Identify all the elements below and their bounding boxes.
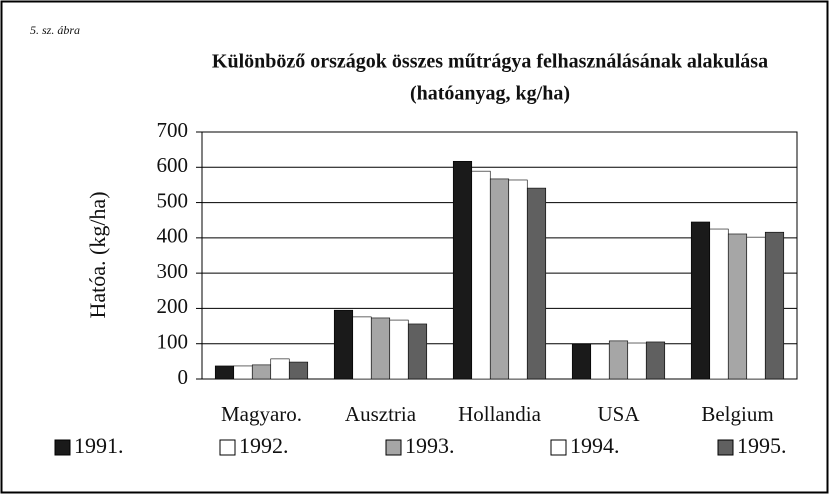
bar	[452, 160, 473, 380]
legend-swatch	[54, 439, 71, 456]
y-tick-label: 700	[157, 118, 189, 142]
legend-swatch	[219, 439, 236, 456]
bar	[352, 316, 372, 380]
y-tick-label: 500	[157, 188, 189, 212]
y-axis-label: Hatóa. (kg/ha)	[85, 191, 110, 318]
legend-label: 1993.	[405, 433, 455, 458]
x-tick-label: Belgium	[701, 402, 773, 426]
y-tick-label: 600	[157, 153, 189, 177]
bar	[571, 343, 592, 380]
x-tick-label: Magyaro.	[221, 402, 302, 426]
y-tick-label: 0	[178, 365, 189, 389]
figure-label: 5. sz. ábra	[30, 23, 80, 37]
y-tick-label: 100	[157, 330, 189, 354]
bar	[214, 365, 235, 380]
legend-label: 1994.	[570, 433, 620, 458]
bar	[746, 236, 766, 380]
x-tick-label: Ausztria	[345, 402, 417, 426]
bar	[645, 341, 666, 380]
bar	[370, 317, 391, 380]
chart-subtitle: (hatóanyag, kg/ha)	[410, 83, 570, 105]
bar	[590, 343, 610, 380]
y-tick-label: 300	[157, 259, 189, 283]
bar	[288, 361, 309, 380]
bar	[471, 170, 491, 380]
bar	[526, 187, 547, 380]
bar	[270, 358, 290, 380]
bar	[727, 233, 748, 380]
bar	[489, 178, 510, 380]
legend-label: 1992.	[239, 433, 289, 458]
x-tick-label: Hollandia	[458, 402, 541, 426]
y-tick-label: 400	[157, 224, 189, 248]
bar	[407, 323, 428, 380]
bar	[690, 221, 711, 380]
bar	[233, 365, 253, 380]
legend-swatch	[550, 439, 567, 456]
bar	[608, 340, 629, 380]
bar	[251, 364, 272, 380]
legend-swatch	[717, 439, 734, 456]
bar	[764, 231, 785, 380]
legend-label: 1995.	[737, 433, 787, 458]
legend-swatch	[385, 439, 402, 456]
x-tick-label: USA	[597, 402, 640, 426]
chart-title: Különböző országok összes műtrágya felha…	[212, 51, 768, 73]
y-tick-label: 200	[157, 294, 189, 318]
bar	[389, 319, 409, 380]
bar	[627, 342, 647, 380]
bar	[508, 179, 528, 380]
bar	[709, 228, 729, 380]
bar	[333, 309, 354, 380]
legend-label: 1991.	[74, 433, 124, 458]
